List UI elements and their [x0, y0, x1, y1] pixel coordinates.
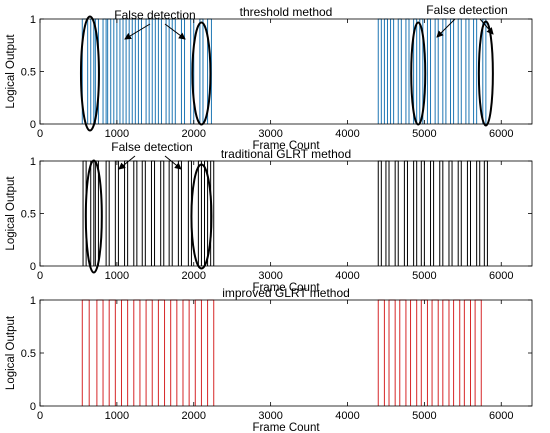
- annotation-arrow: [436, 18, 456, 38]
- annotation-arrow: [164, 155, 182, 170]
- x-tick-label: 1000: [105, 410, 129, 422]
- x-tick-label: 6000: [489, 128, 513, 140]
- x-tick-label: 5000: [412, 128, 436, 140]
- x-tick-label: 3000: [258, 128, 282, 140]
- x-tick-label: 2000: [182, 410, 206, 422]
- false-detection-ellipse: [410, 21, 427, 126]
- plot-area: [40, 300, 532, 406]
- x-tick-label: 5000: [412, 270, 436, 282]
- chart-panel-2: 0 1000 2000 3000 4000 5000 6000 0 0.5 1 Frame Coun…: [5, 147, 533, 294]
- x-tick-label: 3000: [258, 410, 282, 422]
- x-tick-label: 4000: [335, 410, 359, 422]
- x-tick-label: 0: [37, 128, 43, 140]
- chart-title: threshold method: [240, 5, 333, 19]
- false-detection-ellipse: [84, 159, 103, 274]
- x-tick-label: 1000: [105, 270, 129, 282]
- plot-area: [40, 19, 532, 124]
- y-tick-label: 0.5: [21, 209, 36, 221]
- false-detection-ellipse: [191, 21, 212, 126]
- x-tick-label: 2000: [182, 270, 206, 282]
- plot-area: [40, 161, 532, 266]
- y-axis-label: Logical Output: [5, 176, 17, 251]
- x-tick-label: 5000: [412, 410, 436, 422]
- y-axis-label: Logical Output: [5, 34, 17, 109]
- x-tick-label: 1000: [105, 128, 129, 140]
- annotation-false-detection: False detection: [426, 3, 507, 17]
- y-tick-label: 0: [30, 401, 36, 413]
- y-tick-label: 1: [30, 156, 36, 168]
- annotation-arrow: [164, 23, 186, 40]
- y-axis-label: Logical Output: [5, 315, 17, 390]
- y-tick-label: 0.5: [21, 348, 36, 360]
- annotations-panel-1: False detection False detection: [79, 3, 508, 132]
- chart-title: improved GLRT method: [222, 286, 350, 300]
- y-tick-label: 1: [30, 14, 36, 26]
- x-tick-label: 6000: [489, 270, 513, 282]
- x-axis-label: Frame Count: [252, 282, 320, 294]
- x-tick-label: 6000: [489, 410, 513, 422]
- x-tick-label: 4000: [335, 128, 359, 140]
- y-tick-label: 0: [30, 261, 36, 273]
- chart-panel-1: 0 1000 2000 3000 4000 5000 6000 0 0.5 1 Frame Coun…: [5, 5, 533, 152]
- annotation-arrow: [118, 155, 136, 170]
- x-axis-label: Frame Count: [252, 140, 320, 152]
- false-detection-ellipse: [190, 163, 213, 270]
- y-tick-label: 0.5: [21, 67, 36, 79]
- annotation-arrow: [124, 23, 151, 40]
- x-tick-label: 0: [37, 270, 43, 282]
- chart-title: traditional GLRT method: [221, 147, 351, 161]
- annotation-arrow: [479, 18, 494, 35]
- y-tick-label: 1: [30, 295, 36, 307]
- false-detection-ellipse: [477, 20, 494, 127]
- annotation-false-detection: False detection: [114, 8, 195, 22]
- x-tick-label: 4000: [335, 270, 359, 282]
- false-detection-ellipse: [79, 15, 100, 132]
- annotation-false-detection: False detection: [111, 140, 192, 154]
- x-tick-label: 3000: [258, 270, 282, 282]
- x-axis-label: Frame Count: [252, 422, 320, 433]
- x-tick-label: 2000: [182, 128, 206, 140]
- annotations-panel-2: False detection: [84, 140, 213, 274]
- y-tick-label: 0: [30, 119, 36, 131]
- x-tick-label: 0: [37, 410, 43, 422]
- chart-panel-3: 0 1000 2000 3000 4000 5000 6000 0 0.5 1 Frame Coun…: [5, 286, 533, 433]
